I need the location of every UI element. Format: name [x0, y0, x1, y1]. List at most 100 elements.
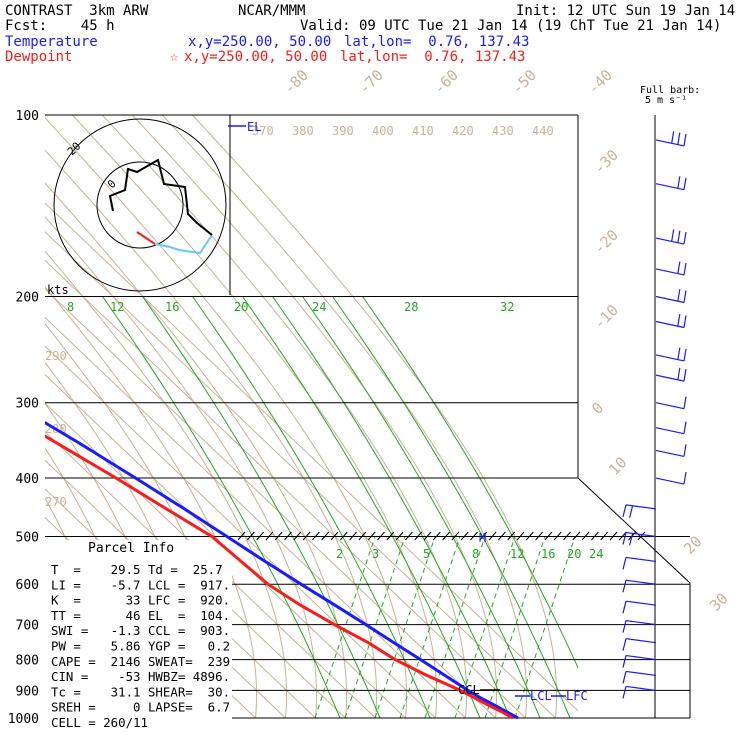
mixed-layer-label: M	[479, 531, 486, 545]
theta-label: 370	[252, 124, 274, 138]
dry-adiabat-line	[45, 149, 378, 719]
isotherm-label: -50	[508, 66, 540, 98]
parcel-row: CIN = -53 HWBZ= 4896.	[51, 669, 230, 684]
mixing-ratio-label: 3	[372, 547, 379, 561]
institution-label: NCAR/MMM	[238, 3, 306, 19]
theta-label: 420	[452, 124, 474, 138]
wind-barb-flag	[677, 132, 681, 145]
dry-adiabat-line	[45, 182, 348, 719]
hodograph-trace-mid	[154, 234, 213, 255]
dewpoint-latlon: lat,lon= 0.76, 137.43	[340, 49, 526, 65]
hatch-mark	[618, 531, 627, 541]
pressure-label: 300	[16, 397, 39, 412]
hatch-mark	[525, 531, 534, 541]
wind-barb-flag	[683, 177, 687, 190]
isotherm-line	[45, 288, 496, 719]
theta-label: 390	[332, 124, 354, 138]
hatch-mark	[432, 531, 441, 541]
wind-barb-staff	[625, 685, 657, 692]
wind-barb-flag	[683, 231, 687, 245]
theta-label: 270	[45, 495, 67, 509]
wind-barb-staff	[625, 638, 657, 644]
pressure-label: 900	[16, 684, 39, 699]
wind-barb-staff	[655, 139, 685, 147]
wind-barb-flag	[622, 638, 627, 651]
dewpoint-legend: Dewpoint	[5, 49, 73, 65]
mixing-ratio-label: 12	[510, 547, 524, 561]
hatch-mark	[246, 531, 255, 541]
isotherm-line	[45, 402, 376, 719]
hatch-mark	[377, 531, 385, 541]
wind-barb-flag	[677, 230, 681, 243]
valid-time: Valid: 09 UTC Tue 21 Jan 14 (19 ChT Tue …	[300, 18, 722, 34]
wind-barb-flag	[677, 314, 681, 327]
wind-barb-flag	[622, 620, 627, 633]
hatch-mark	[581, 531, 590, 541]
wind-barb-staff	[655, 477, 685, 485]
wind-barb-staff	[655, 354, 685, 362]
dewpoint-xy: x,y=250.00, 50.00	[184, 49, 328, 65]
moist-adiabat-line	[332, 296, 571, 719]
hatch-mark	[553, 531, 562, 541]
wind-barb-staff	[625, 670, 657, 677]
wind-barb-flag	[677, 347, 681, 360]
hatch-mark	[460, 531, 469, 541]
wind-barb-flag	[622, 686, 627, 699]
forecast-hour: Fcst: 45 h	[5, 18, 115, 34]
el-label: EL	[247, 120, 261, 134]
wind-barb-staff	[655, 402, 685, 410]
mixing-ratio-line	[424, 536, 486, 719]
isotherm-line	[45, 316, 466, 719]
wind-barb-staff	[625, 556, 657, 563]
isotherm-label: 0	[588, 399, 607, 418]
isotherm-label: -60	[430, 66, 462, 98]
isotherm-line	[45, 259, 526, 719]
dry-adiabat-line	[191, 115, 558, 719]
hatch-mark	[470, 531, 478, 541]
pressure-label: 800	[16, 654, 39, 669]
parcel-row: LI = -5.7 LCL = 917.	[51, 577, 230, 592]
mixing-ratio-label: 16	[165, 300, 179, 314]
wind-barb-staff	[625, 504, 657, 510]
parcel-row: SWI = -1.3 CCL = 903.	[51, 623, 230, 638]
parcel-row: CELL = 260/11	[51, 715, 148, 730]
wind-barb-staff	[625, 600, 657, 606]
wind-barb-staff	[625, 531, 657, 538]
hatch-mark	[507, 531, 516, 541]
hatch-mark	[284, 531, 292, 541]
temperature-profile	[45, 420, 519, 720]
temperature-latlon: lat,lon= 0.76, 137.43	[344, 34, 530, 50]
hatch-mark	[498, 531, 506, 541]
hodograph-trace-low	[136, 231, 156, 245]
parcel-row: PW = 5.86 YGP = 0.2	[51, 639, 230, 654]
parcel-row: SREH = 0 LAPSE= 6.7	[51, 700, 230, 715]
temperature-xy: x,y=250.00, 50.00	[188, 34, 332, 50]
hodograph-ring	[53, 118, 227, 292]
parcel-row: T = 29.5 Td = 25.7	[51, 562, 223, 577]
wind-barb-staff	[655, 268, 685, 276]
lfc-label: LFC	[566, 689, 588, 703]
pressure-label: 100	[16, 109, 39, 124]
mixing-ratio-line	[514, 536, 576, 719]
dry-adiabat-line	[45, 216, 318, 719]
theta-label: 380	[292, 124, 314, 138]
wind-barb-staff	[625, 579, 657, 585]
theta-label: 440	[532, 124, 554, 138]
wind-barb-flag	[622, 504, 627, 518]
wind-barb-flag	[677, 367, 681, 380]
barb-legend-title: Full barb:	[640, 85, 701, 96]
hatch-mark	[302, 531, 311, 541]
wind-barb-flag	[622, 655, 627, 668]
wind-barb-flag	[677, 289, 681, 302]
wind-barb-staff	[655, 427, 685, 435]
wind-barb-staff	[655, 449, 685, 458]
isotherm-line	[45, 373, 406, 719]
hatch-mark	[293, 531, 302, 541]
wind-barb-flag	[629, 505, 634, 518]
wind-barb-staff	[655, 237, 685, 245]
init-time: Init: 12 UTC Sun 19 Jan 14	[516, 3, 736, 19]
mixing-ratio-label: 5	[423, 547, 430, 561]
mixing-ratio-label: 28	[404, 300, 418, 314]
dry-adiabat-line	[45, 250, 288, 719]
